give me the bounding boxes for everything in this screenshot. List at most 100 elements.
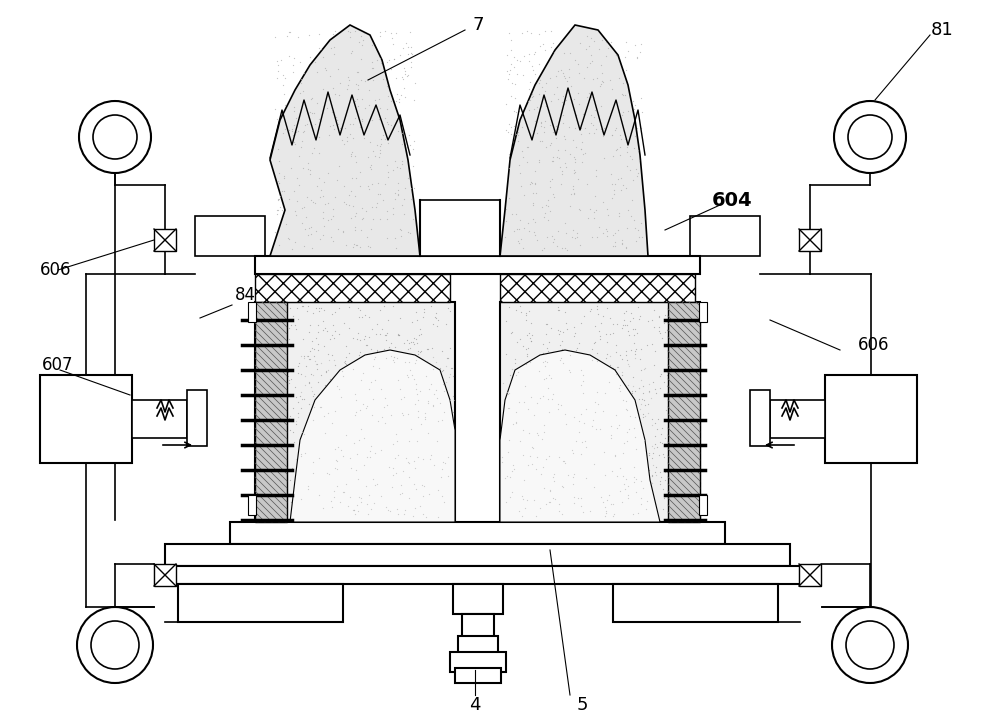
Point xyxy=(616,314,632,326)
Point xyxy=(303,229,319,240)
Point xyxy=(538,328,554,339)
Point xyxy=(357,102,373,114)
Point xyxy=(576,505,592,516)
Point xyxy=(514,146,530,157)
Point xyxy=(411,494,427,506)
Point xyxy=(376,387,392,398)
Point xyxy=(409,479,425,491)
Point xyxy=(555,365,571,376)
Point xyxy=(593,317,609,328)
Point xyxy=(525,213,541,224)
Point xyxy=(399,371,415,382)
Point xyxy=(426,475,442,486)
Point xyxy=(293,350,309,362)
Point xyxy=(335,371,351,382)
Point xyxy=(635,408,651,419)
Point xyxy=(295,333,311,344)
Point xyxy=(613,379,629,390)
Point xyxy=(274,299,290,311)
Point xyxy=(410,376,426,388)
Point xyxy=(574,436,590,448)
Point xyxy=(364,357,380,369)
Point xyxy=(347,508,363,520)
Point xyxy=(320,167,336,178)
Point xyxy=(550,363,566,374)
Point xyxy=(622,501,638,513)
Point xyxy=(631,231,647,242)
Point xyxy=(511,457,527,469)
Point xyxy=(584,232,600,243)
Point xyxy=(523,335,539,347)
Point xyxy=(521,105,537,116)
Point xyxy=(602,328,618,340)
Point xyxy=(599,359,615,371)
Point xyxy=(612,462,628,474)
Point xyxy=(604,129,620,141)
Point xyxy=(592,330,608,341)
Point xyxy=(327,191,343,203)
Point xyxy=(270,349,286,361)
Point xyxy=(545,372,561,384)
Point xyxy=(670,331,686,343)
Point xyxy=(586,36,602,47)
Point xyxy=(387,341,403,353)
Point xyxy=(604,178,620,190)
Point xyxy=(542,175,558,186)
Point xyxy=(594,76,610,87)
Point xyxy=(502,455,518,467)
Point xyxy=(604,388,620,400)
Point xyxy=(297,447,313,459)
Point xyxy=(564,419,580,431)
Point xyxy=(541,451,557,462)
Point xyxy=(409,388,425,400)
Point xyxy=(386,53,402,65)
Point xyxy=(679,300,695,312)
Point xyxy=(351,349,367,360)
Point xyxy=(359,476,375,488)
Point xyxy=(596,423,612,435)
Point xyxy=(442,342,458,354)
Point xyxy=(419,401,435,413)
Circle shape xyxy=(91,621,139,669)
Point xyxy=(669,310,685,322)
Point xyxy=(314,470,330,481)
Point xyxy=(397,348,413,360)
Point xyxy=(583,389,599,400)
Point xyxy=(634,232,650,243)
Point xyxy=(293,450,309,462)
Point xyxy=(353,514,369,526)
Point xyxy=(293,386,309,397)
Point xyxy=(674,443,690,454)
Point xyxy=(518,314,534,326)
Point xyxy=(280,370,296,381)
Point xyxy=(428,307,444,319)
Point xyxy=(256,327,272,339)
Point xyxy=(547,352,563,364)
Point xyxy=(526,502,542,513)
Point xyxy=(625,121,641,132)
Point xyxy=(511,471,527,483)
Point xyxy=(635,387,651,399)
Point xyxy=(635,411,651,423)
Point xyxy=(538,318,554,330)
Point xyxy=(355,465,371,477)
Point xyxy=(538,431,554,443)
Point xyxy=(377,416,393,428)
Point xyxy=(371,114,387,125)
Point xyxy=(417,413,433,424)
Point xyxy=(406,455,422,467)
Point xyxy=(363,164,379,175)
Point xyxy=(275,127,291,139)
Point xyxy=(351,435,367,446)
Point xyxy=(285,426,301,438)
Point xyxy=(608,454,624,466)
Point xyxy=(595,496,611,508)
Point xyxy=(347,408,363,420)
Point xyxy=(385,202,401,213)
Point xyxy=(641,448,657,459)
Point xyxy=(582,203,598,215)
Point xyxy=(280,233,296,245)
Point xyxy=(405,213,421,225)
Point xyxy=(350,467,366,478)
Point xyxy=(325,319,341,331)
